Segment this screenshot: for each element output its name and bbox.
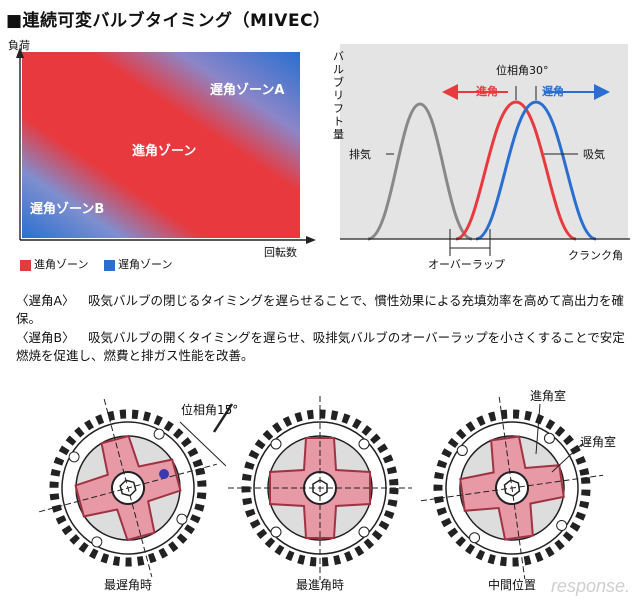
- caption-max-retard: 最遅角時: [103, 578, 152, 592]
- zone-map: [22, 52, 300, 238]
- intake-advanced-curve: [455, 100, 577, 241]
- zone-advance-label: 進角ゾーン: [132, 144, 197, 159]
- lift-x-axis-label: クランク角: [568, 249, 623, 262]
- lift-y-axis-label: バルブリフト量: [333, 50, 344, 141]
- valve-lift-chart: [340, 44, 630, 256]
- zone-retard-b-label: 遅角ゾーンB: [30, 202, 105, 217]
- retard-chamber-label: 遅角室: [580, 435, 617, 449]
- overlap-label: オーバーラップ: [428, 258, 505, 271]
- lift-plot-area: [340, 44, 628, 239]
- legend-retard: 遅角ゾーン: [104, 256, 172, 272]
- zone-chart: [16, 47, 316, 244]
- page-title: ■連続可変バルブタイミング（MIVEC）: [6, 11, 331, 31]
- zone-x-axis-label: 回転数: [264, 246, 297, 259]
- legend-red-swatch: [20, 259, 31, 271]
- watermark-logo: response.: [550, 576, 630, 596]
- sprocket-max-advance: [228, 396, 412, 580]
- zone-y-axis-label: 負荷: [8, 39, 30, 52]
- legend-blue-swatch: [104, 259, 115, 271]
- phase-15-label: 位相角15°: [181, 403, 239, 417]
- description-b: 〈遅角B〉 吸気バルブの開くタイミングを遅らせ、吸排気バルブのオーバーラップを小さ…: [16, 329, 626, 365]
- description-a-text: 吸気バルブの閉じるタイミングを遅らせることで、慣性効果による充填効率を高めて高出…: [16, 293, 625, 326]
- intake-retarded-curve: [475, 100, 597, 241]
- sprocket-middle: [408, 392, 616, 592]
- advance-chamber-label: 進角室: [530, 389, 567, 403]
- zone-retard-a-label: 遅角ゾーンA: [210, 83, 285, 98]
- sprocket-diagrams: [0, 392, 640, 601]
- retard-indicator-dot: [159, 469, 169, 479]
- retard-label: 遅角: [542, 85, 564, 98]
- description-b-text: 吸気バルブの開くタイミングを遅らせ、吸排気バルブのオーバーラップを小さくすること…: [16, 330, 625, 363]
- caption-middle: 中間位置: [487, 578, 536, 592]
- description-a: 〈遅角A〉 吸気バルブの閉じるタイミングを遅らせることで、慣性効果による充填効率を…: [16, 292, 626, 328]
- caption-max-advance: 最進角時: [295, 578, 344, 592]
- sprocket-max-retard: [15, 392, 240, 601]
- advance-label: 進角: [476, 85, 498, 98]
- phase-30-label: 位相角30°: [496, 64, 549, 77]
- exhaust-label: 排気: [349, 148, 371, 161]
- intake-label: 吸気: [583, 148, 605, 161]
- description-a-tag: 〈遅角A〉: [16, 293, 75, 308]
- legend-advance: 進角ゾーン: [20, 256, 88, 272]
- exhaust-curve: [367, 102, 473, 241]
- description-b-tag: 〈遅角B〉: [16, 330, 75, 345]
